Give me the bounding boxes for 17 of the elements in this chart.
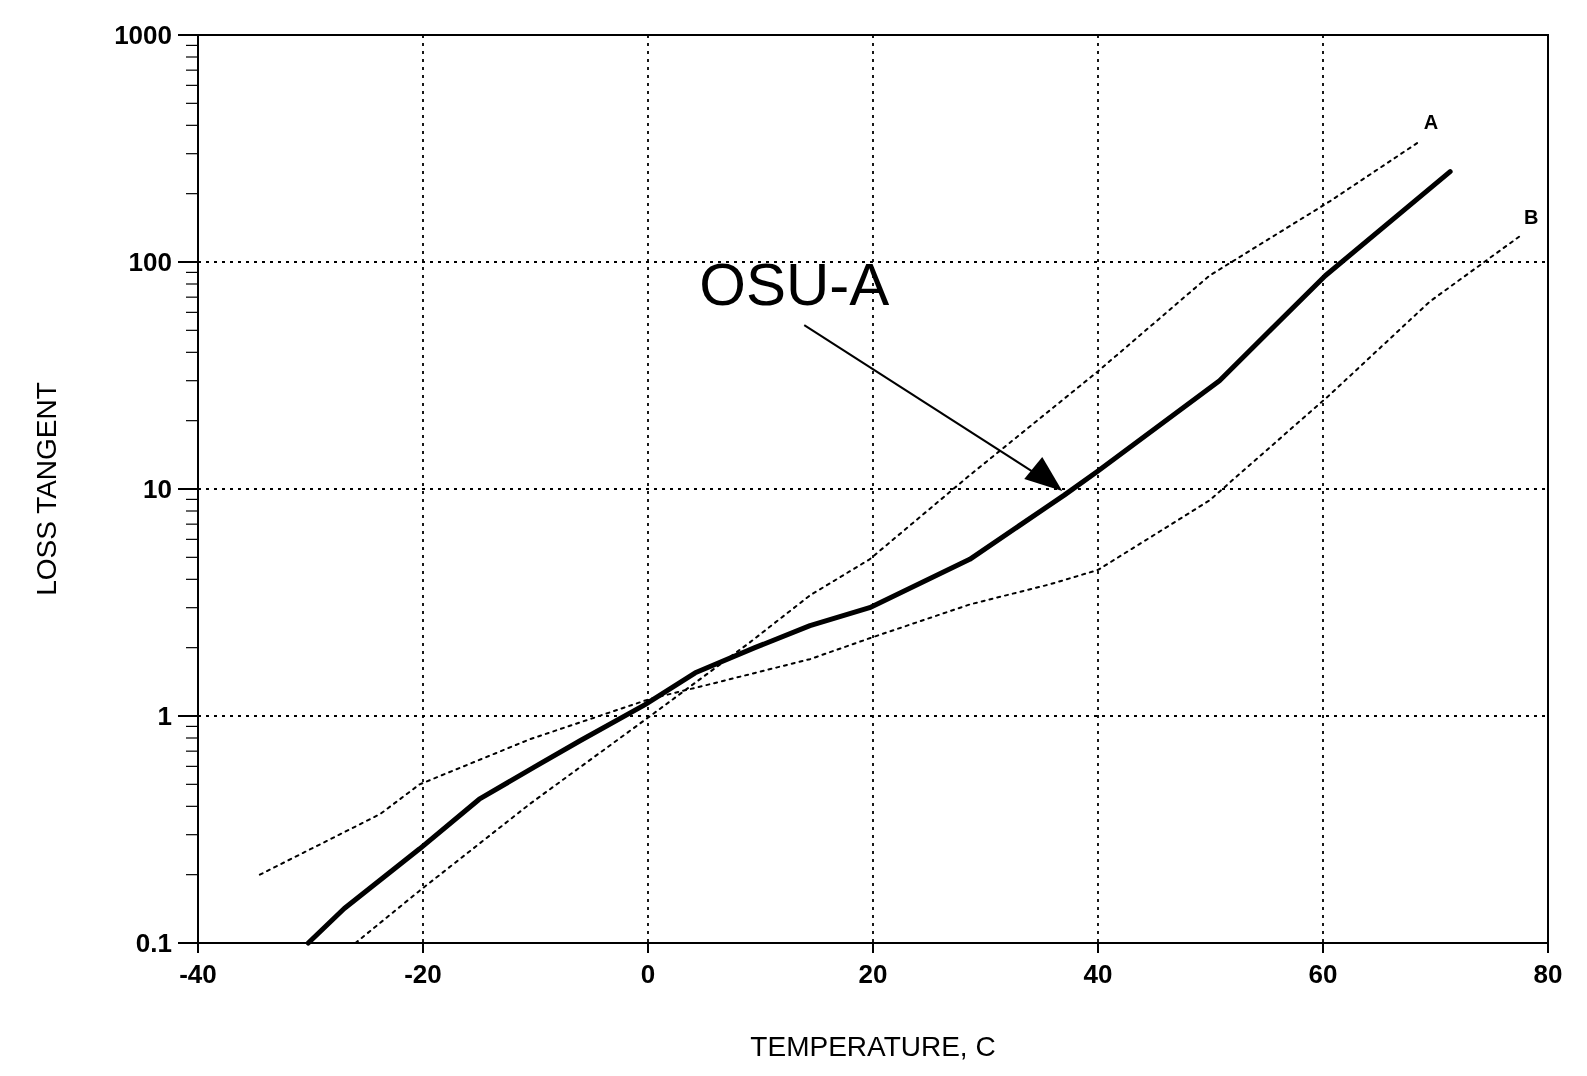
x-tick-label: 40 — [1083, 959, 1113, 989]
y-tick-label: 10 — [143, 474, 172, 505]
x-axis-title: TEMPERATURE, C — [750, 1031, 996, 1062]
y-tick-label: 100 — [128, 247, 172, 278]
x-tick-label: 80 — [1533, 959, 1563, 989]
x-tick-label: 20 — [858, 959, 888, 989]
x-tick-label: 60 — [1308, 959, 1338, 989]
x-tick-label: 0 — [640, 959, 656, 989]
y-tick-label: 1000 — [114, 20, 172, 51]
annotation: OSU-A — [699, 251, 890, 319]
x-tick-label: -20 — [404, 959, 442, 989]
y-axis-title: LOSS TANGENT — [31, 382, 62, 596]
y-tick-label: 0.1 — [135, 928, 172, 959]
series-label: A — [1423, 111, 1439, 134]
y-tick-label: 1 — [157, 701, 172, 732]
series-label: B — [1523, 206, 1539, 229]
x-tick-label: -40 — [179, 959, 217, 989]
